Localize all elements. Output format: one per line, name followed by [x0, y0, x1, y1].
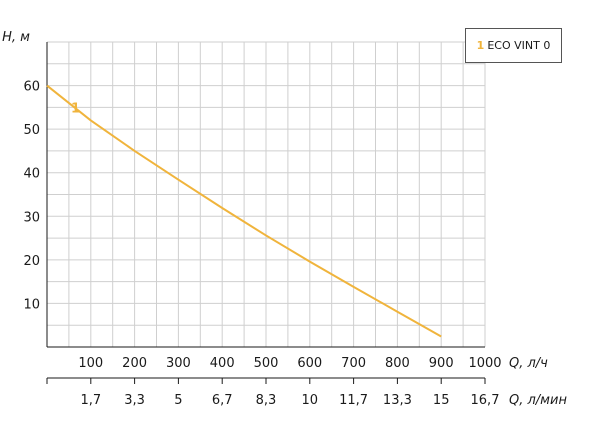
secondary-x-tick-label: 11,7 — [339, 393, 368, 408]
legend: 1 ECO VINT 0 — [465, 28, 562, 63]
secondary-x-tick-label: 15 — [433, 393, 450, 408]
x-tick-label: 400 — [210, 356, 235, 371]
x-tick-label: 100 — [78, 356, 103, 371]
x-tick-label: 700 — [341, 356, 366, 371]
secondary-x-tick-label: 13,3 — [383, 393, 412, 408]
secondary-x-tick-label: 16,7 — [471, 393, 500, 408]
y-tick-label: 40 — [23, 167, 40, 182]
series-number-label: 1 — [71, 102, 80, 117]
secondary-x-tick-label: 8,3 — [256, 393, 277, 408]
x-tick-label: 500 — [254, 356, 279, 371]
tick-labels: 10 20 30 40 50 60 H, м 100 200 300 400 500 600 700 800… — [2, 30, 567, 408]
x-tick-label: 600 — [297, 356, 322, 371]
y-tick-label: 30 — [23, 210, 40, 225]
y-tick-label: 10 — [23, 297, 40, 312]
secondary-x-tick-label: 6,7 — [212, 393, 233, 408]
x-tick-label: 300 — [166, 356, 191, 371]
series-layer: 1 — [46, 84, 442, 338]
secondary-x-tick-label: 5 — [174, 393, 182, 408]
y-tick-label: 50 — [23, 123, 40, 138]
grid-lines — [46, 41, 486, 348]
secondary-x-axis-title: Q, л/мин — [509, 393, 567, 408]
y-tick-label: 60 — [23, 80, 40, 95]
x-tick-label: 1000 — [468, 356, 501, 371]
secondary-x-tick-label: 10 — [302, 393, 319, 408]
x-tick-label: 900 — [429, 356, 454, 371]
x-axis-title: Q, л/ч — [509, 356, 548, 371]
secondary-x-tick-label: 3,3 — [124, 393, 145, 408]
y-tick-label: 20 — [23, 254, 40, 269]
legend-series-number: 1 — [476, 39, 485, 52]
secondary-x-tick-label: 1,7 — [80, 393, 101, 408]
x-tick-label: 800 — [385, 356, 410, 371]
y-axis-title: H, м — [2, 30, 30, 45]
legend-series-name: ECO VINT 0 — [487, 39, 551, 52]
x-tick-label: 200 — [122, 356, 147, 371]
series-line — [46, 84, 442, 338]
axes — [46, 42, 486, 384]
